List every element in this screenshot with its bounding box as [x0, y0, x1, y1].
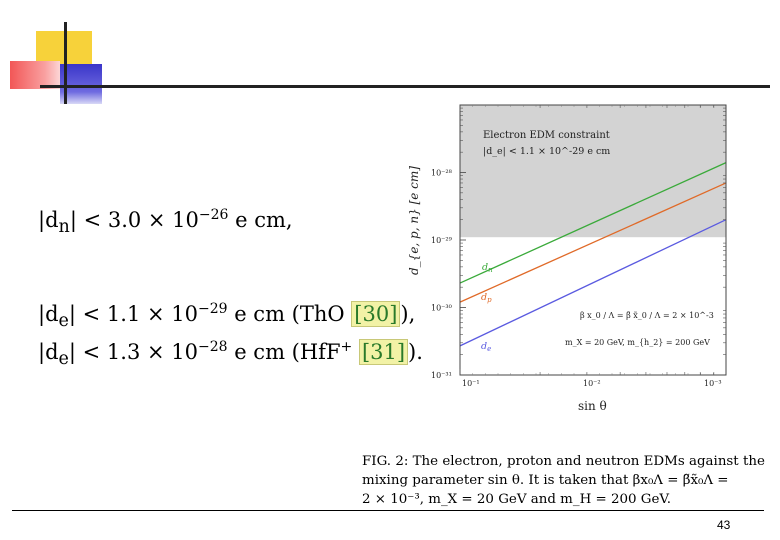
x-tick-label: 10⁻²: [583, 379, 601, 388]
deco-horizontal-line: [40, 85, 770, 88]
deco-blue-square: [60, 64, 102, 104]
edm-chart: 10⁻²⁸ 10⁻²⁹ 10⁻³⁰ 10⁻³¹ 10⁻¹ 10⁻² 10⁻³ Electro…: [407, 104, 727, 413]
caption-line-3: 2 × 10⁻³, m_X = 20 GeV and m_H = 200 GeV…: [362, 492, 672, 507]
series-line-de: [459, 219, 727, 347]
constraint-value: |d_e| < 1.1 × 10^-29 e cm: [483, 146, 610, 157]
y-tick-label: 10⁻³⁰: [431, 304, 452, 313]
series-label-dn: dn: [482, 262, 493, 274]
equation-dn-limit: |dn| < 3.0 × 10−26 e cm,: [38, 207, 293, 238]
formula-mixing: β x_0 / Λ = β̃ x̃_0 / Λ = 2 × 10^-3: [580, 311, 714, 320]
formula-masses: m_X = 20 GeV, m_{h_2} = 200 GeV: [565, 338, 710, 347]
x-tick-label: 10⁻¹: [462, 379, 480, 388]
series-label-de: de: [481, 341, 491, 353]
deco-red-square: [10, 61, 60, 89]
constraint-title: Electron EDM constraint: [483, 130, 610, 141]
page-number: 43: [717, 518, 731, 532]
y-axis-label: d_{e, p, n} [e cm]: [407, 166, 421, 275]
series-line-dp: [459, 182, 727, 303]
x-tick-label: 10⁻³: [704, 379, 722, 388]
footer-divider: [12, 510, 764, 511]
caption-line-1: FIG. 2: The electron, proton and neutron…: [362, 454, 765, 469]
citation-30[interactable]: [30]: [351, 301, 401, 327]
deco-vertical-line: [64, 22, 67, 104]
series-line-dn: [459, 162, 727, 284]
figure-caption: FIG. 2: The electron, proton and neutron…: [362, 452, 774, 509]
excluded-region: [460, 105, 726, 238]
y-tick-label: 10⁻²⁸: [431, 169, 452, 178]
citation-31[interactable]: [31]: [358, 339, 409, 365]
equation-de-limit-tho: |de| < 1.1 × 10−29 e cm (ThO [30]),: [38, 301, 416, 332]
x-axis-label: sin θ: [578, 399, 607, 413]
equation-de-limit-hff: |de| < 1.3 × 10−28 e cm (HfF+ [31]).: [38, 339, 423, 370]
y-tick-label: 10⁻³¹: [431, 371, 452, 380]
y-tick-label: 10⁻²⁹: [431, 236, 453, 245]
caption-line-2: mixing parameter sin θ. It is taken that…: [362, 473, 729, 488]
series-label-dp: dp: [481, 292, 492, 304]
